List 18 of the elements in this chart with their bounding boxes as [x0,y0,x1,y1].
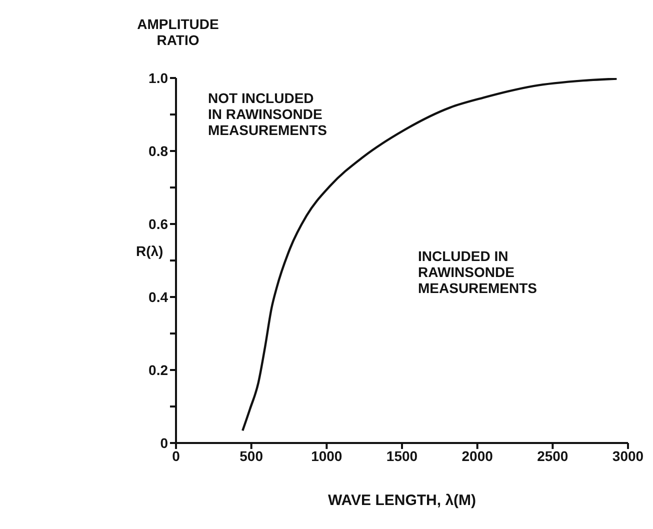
y-tick-label: 0 [160,434,168,451]
x-tick-label: 2500 [537,448,568,464]
annotation: INCLUDED IN RAWINSONDE MEASUREMENTS [418,248,538,296]
text: R(λ) [136,243,164,259]
y-tick-label: 0.8 [148,142,168,159]
y-tick-label: 1.0 [148,70,168,86]
x-tick-label: 1500 [386,448,418,464]
x-tick-label: 500 [240,448,264,464]
y-tick-label: 0.6 [148,216,168,232]
y-axis-title: AMPLITUDE RATIO [136,16,220,48]
y-tick-label: 0.4 [148,288,168,305]
y-tick-label: 0.2 [148,362,168,378]
x-tick-label: 0 [172,448,180,464]
annotation: NOT INCLUDED IN RAWINSONDE MEASUREMENTS [208,90,328,138]
x-tick-label: 1000 [311,448,342,464]
x-axis-title: WAVE LENGTH, λ(M) [328,492,476,509]
x-tick-label: 2000 [462,448,494,464]
x-tick-label: 3000 [612,448,644,464]
